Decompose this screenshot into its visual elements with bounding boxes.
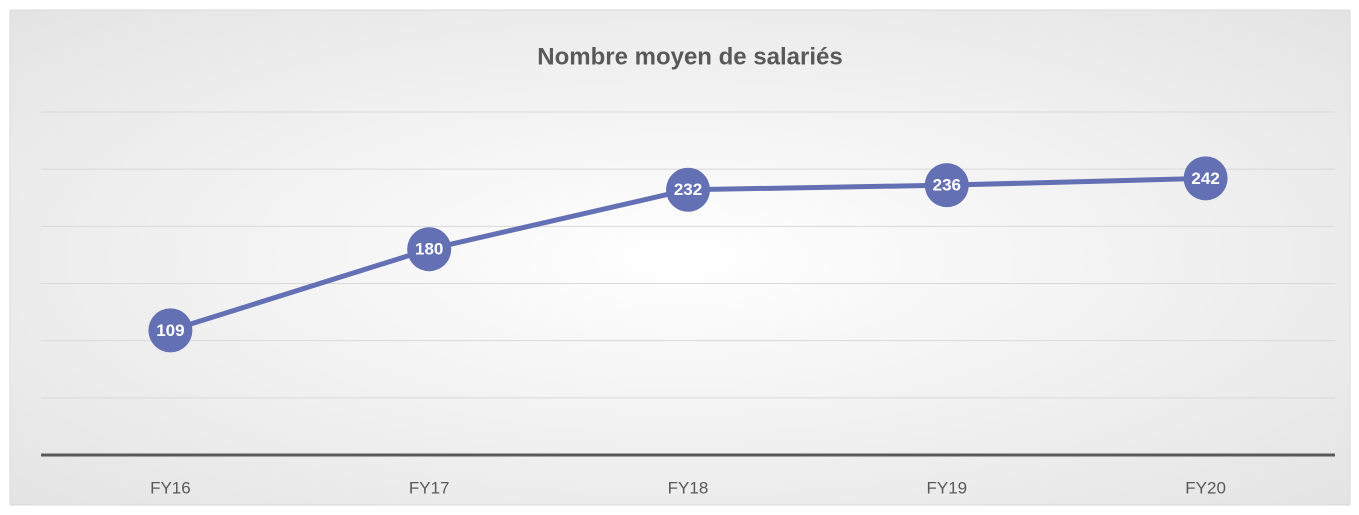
data-label: 109 bbox=[156, 321, 184, 340]
data-label: 242 bbox=[1191, 169, 1219, 188]
data-point bbox=[148, 308, 193, 353]
chart-frame bbox=[9, 9, 1351, 506]
x-tick-label: FY18 bbox=[668, 478, 709, 497]
x-tick-label: FY16 bbox=[150, 478, 191, 497]
data-point bbox=[924, 163, 969, 208]
data-label: 232 bbox=[674, 180, 702, 199]
data-label: 236 bbox=[933, 176, 961, 195]
x-tick-label: FY20 bbox=[1185, 478, 1226, 497]
data-label: 180 bbox=[415, 240, 443, 259]
data-point bbox=[1183, 156, 1228, 201]
data-point bbox=[666, 167, 710, 212]
x-tick-label: FY19 bbox=[926, 478, 967, 497]
x-tick-label: FY17 bbox=[409, 478, 450, 497]
data-point bbox=[407, 227, 452, 272]
chart-title: Nombre moyen de salariés bbox=[537, 43, 842, 70]
